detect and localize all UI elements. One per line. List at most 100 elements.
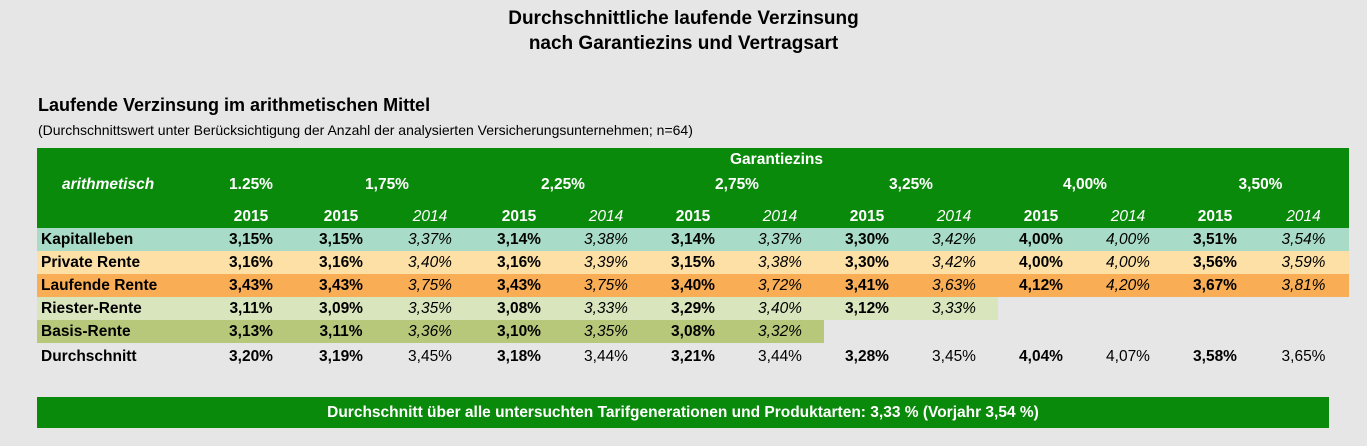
- table-cell: 3,51%: [1172, 228, 1258, 251]
- year-header: 2015: [1172, 206, 1258, 228]
- table-cell: 3,63%: [910, 274, 998, 297]
- table-cell: 3,30%: [824, 228, 910, 251]
- year-header: 2015: [824, 206, 910, 228]
- table-cell: 3,44%: [758, 348, 802, 365]
- table-row-laufende-rente: Laufende Rente 3,43% 3,43% 3,75% 3,43% 3…: [37, 274, 1349, 297]
- overall-average-banner: Durchschnitt über alle untersuchten Tari…: [37, 397, 1329, 428]
- rate-header: 3,50%: [1172, 172, 1349, 206]
- table-cell: 3,44%: [584, 348, 628, 365]
- table-subtitle: Laufende Verzinsung im arithmetischen Mi…: [38, 95, 431, 115]
- title-line-1: Durchschnittliche laufende Verzinsung: [508, 8, 859, 29]
- table-note: (Durchschnittswert unter Berücksichtigun…: [38, 122, 693, 138]
- table-cell: 3,08%: [650, 320, 736, 343]
- table-cell: 3,11%: [298, 320, 384, 343]
- table-cell: 3,21%: [671, 348, 715, 365]
- table-cell: 4,00%: [998, 251, 1084, 274]
- table-row-riester-rente: Riester-Rente 3,11% 3,09% 3,35% 3,08% 3,…: [37, 297, 1349, 320]
- table-cell: 3,59%: [1258, 251, 1349, 274]
- table-cell: 3,54%: [1258, 228, 1349, 251]
- year-header: 2015: [298, 206, 384, 228]
- table-row-durchschnitt: Durchschnitt 3,20% 3,19% 3,45% 3,18% 3,4…: [37, 343, 1349, 371]
- table-cell: 3,08%: [476, 297, 562, 320]
- table-cell: 3,16%: [298, 251, 384, 274]
- table-cell: 3,20%: [229, 348, 273, 365]
- table-row-kapitalleben: Kapitalleben 3,15% 3,15% 3,37% 3,14% 3,3…: [37, 228, 1349, 251]
- table-cell: 3,36%: [384, 320, 476, 343]
- table-cell: 4,04%: [1019, 348, 1063, 365]
- table-cell: 3,15%: [298, 228, 384, 251]
- row-label: Laufende Rente: [37, 274, 204, 297]
- year-header: 2014: [384, 206, 476, 228]
- row-label: Riester-Rente: [37, 297, 204, 320]
- year-header: 2015: [650, 206, 736, 228]
- table-cell: 3,45%: [932, 348, 976, 365]
- table-cell: 3,16%: [204, 251, 298, 274]
- interest-rate-table: Garantiezins arithmetisch 1.25% 1,75% 2,…: [37, 148, 1349, 371]
- row-label-header: arithmetisch: [37, 172, 204, 206]
- table-cell: 3,81%: [1258, 274, 1349, 297]
- row-label: Private Rente: [37, 251, 204, 274]
- table-cell: 3,15%: [650, 251, 736, 274]
- year-header: 2015: [476, 206, 562, 228]
- table-cell: 3,45%: [408, 348, 452, 365]
- table-cell: 3,16%: [476, 251, 562, 274]
- title-line-2: nach Garantiezins und Vertragsart: [528, 33, 839, 54]
- table-cell: 3,18%: [497, 348, 541, 365]
- year-header: 2014: [736, 206, 824, 228]
- table-cell: 3,40%: [736, 297, 824, 320]
- year-header: 2014: [1084, 206, 1172, 228]
- table-cell: 3,14%: [476, 228, 562, 251]
- table-cell: 3,38%: [736, 251, 824, 274]
- table-cell: 3,43%: [298, 274, 384, 297]
- table-cell: 3,65%: [1281, 348, 1326, 365]
- table-cell: 3,09%: [298, 297, 384, 320]
- rate-header: 2,75%: [650, 172, 824, 206]
- table-cell: 4,00%: [1084, 228, 1172, 251]
- year-header: 2014: [562, 206, 650, 228]
- garantiezins-header: Garantiezins: [204, 148, 1349, 172]
- table-cell: 3,72%: [736, 274, 824, 297]
- table-cell: 3,39%: [562, 251, 650, 274]
- table-cell: 3,43%: [204, 274, 298, 297]
- table-cell: 3,37%: [736, 228, 824, 251]
- row-label: Durchschnitt: [41, 348, 137, 365]
- table-cell: 3,42%: [910, 251, 998, 274]
- table-cell: 3,33%: [562, 297, 650, 320]
- table-cell: 3,12%: [824, 297, 910, 320]
- year-header: 2015: [998, 206, 1084, 228]
- table-cell: 4,00%: [998, 228, 1084, 251]
- table-cell: 3,42%: [910, 228, 998, 251]
- table-cell: 3,19%: [319, 348, 363, 365]
- rate-header: 1,75%: [298, 172, 476, 206]
- rate-header: 1.25%: [204, 172, 298, 206]
- table-cell: 3,38%: [562, 228, 650, 251]
- table-cell: 3,41%: [824, 274, 910, 297]
- year-header: 2014: [910, 206, 998, 228]
- table-cell: 3,29%: [650, 297, 736, 320]
- table-cell: 3,33%: [910, 297, 998, 320]
- table-cell: 3,75%: [562, 274, 650, 297]
- table-cell: 3,35%: [562, 320, 650, 343]
- table-cell: 3,75%: [384, 274, 476, 297]
- table-cell: 3,40%: [384, 251, 476, 274]
- table-cell: 3,15%: [204, 228, 298, 251]
- row-label: Kapitalleben: [37, 228, 204, 251]
- table-cell: 3,40%: [650, 274, 736, 297]
- header-year-row: 2015 2015 2014 2015 2014 2015 2014 2015 …: [37, 206, 1349, 228]
- rate-header: 3,25%: [824, 172, 998, 206]
- table-cell: 3,37%: [384, 228, 476, 251]
- table-cell: 3,10%: [476, 320, 562, 343]
- chart-title: Durchschnittliche laufende Verzinsung na…: [0, 6, 1367, 56]
- table-cell: 3,35%: [384, 297, 476, 320]
- rate-header: 2,25%: [476, 172, 650, 206]
- rate-header: 4,00%: [998, 172, 1172, 206]
- row-label: Basis-Rente: [37, 320, 204, 343]
- table-row-basis-rente: Basis-Rente 3,13% 3,11% 3,36% 3,10% 3,35…: [37, 320, 1349, 343]
- table-cell: 4,00%: [1084, 251, 1172, 274]
- table-cell: 4,07%: [1106, 348, 1150, 365]
- table-cell: 3,43%: [476, 274, 562, 297]
- table-cell: 3,13%: [204, 320, 298, 343]
- table-cell: 3,28%: [845, 348, 889, 365]
- table-row-private-rente: Private Rente 3,16% 3,16% 3,40% 3,16% 3,…: [37, 251, 1349, 274]
- table-cell: 3,30%: [824, 251, 910, 274]
